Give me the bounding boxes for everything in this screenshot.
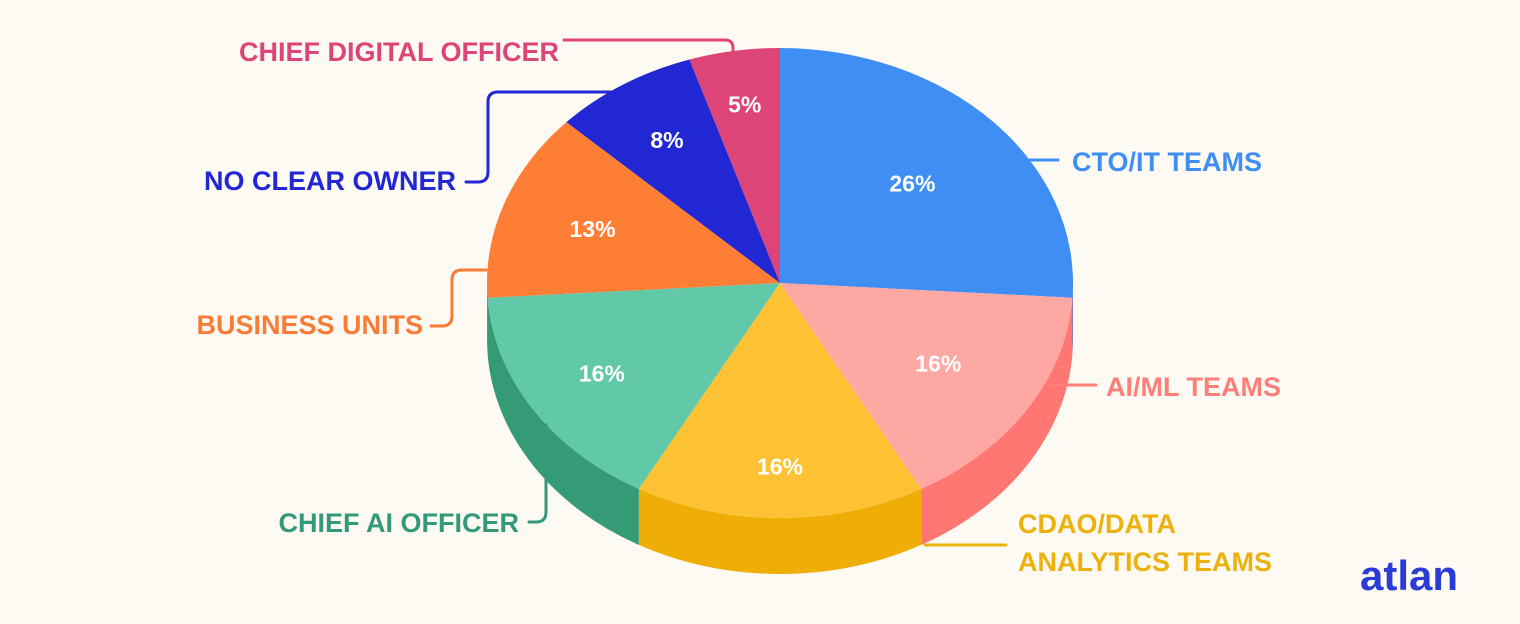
slice-ai-ml-teams <box>780 283 1073 489</box>
slice-chief-digital-officer <box>689 48 780 283</box>
category-label-business-units: BUSINESS UNITS <box>196 310 423 340</box>
category-label-chief-ai-officer: CHIEF AI OFFICER <box>279 508 520 538</box>
leader-lines <box>429 38 1098 547</box>
side-cto-it-teams <box>1072 283 1073 354</box>
percent-label-chief-ai-officer: 16% <box>579 361 625 387</box>
side-chief-ai-officer <box>487 297 639 545</box>
percent-label-ai-ml-teams: 16% <box>915 351 961 377</box>
side-ai-ml-teams <box>921 297 1073 545</box>
percent-label-cdao-data-analytics-teams: 16% <box>757 453 803 479</box>
pie-slices <box>487 48 1073 518</box>
category-label-chief-digital-officer: CHIEF DIGITAL OFFICER <box>239 37 559 67</box>
slice-no-clear-owner <box>566 59 780 283</box>
slice-chief-ai-officer <box>487 283 780 489</box>
leader-line-chief-digital-officer <box>562 38 735 54</box>
atlan-logo: atlan <box>1360 552 1458 599</box>
percent-label-chief-digital-officer: 5% <box>728 91 761 117</box>
category-labels: CTO/IT TEAMS AI/ML TEAMS CDAO/DATA ANALYTIC… <box>196 37 1281 577</box>
side-business-units <box>487 283 488 354</box>
slice-cto-it-teams <box>780 48 1073 298</box>
category-label-ai-ml-teams: AI/ML TEAMS <box>1106 372 1281 402</box>
pie-sides <box>487 283 1073 574</box>
percent-labels: 26% 16% 16% 16% 13% 8% 5% <box>570 91 962 479</box>
percent-label-cto-it-teams: 26% <box>889 170 935 196</box>
percent-label-no-clear-owner: 8% <box>650 127 683 153</box>
slice-cdao-data-analytics-teams <box>638 283 922 518</box>
leader-line-no-clear-owner <box>464 90 614 184</box>
leader-line-chief-ai-officer <box>527 423 548 524</box>
category-label-no-clear-owner: NO CLEAR OWNER <box>204 166 456 196</box>
slice-business-units <box>487 122 780 298</box>
category-label-cto-it-teams: CTO/IT TEAMS <box>1072 147 1262 177</box>
leader-line-business-units <box>429 268 488 328</box>
percent-label-business-units: 13% <box>570 216 616 242</box>
category-label-cdao-data-analytics-teams: CDAO/DATA ANALYTICS TEAMS <box>1018 509 1272 577</box>
side-cdao-data-analytics-teams <box>638 488 922 574</box>
